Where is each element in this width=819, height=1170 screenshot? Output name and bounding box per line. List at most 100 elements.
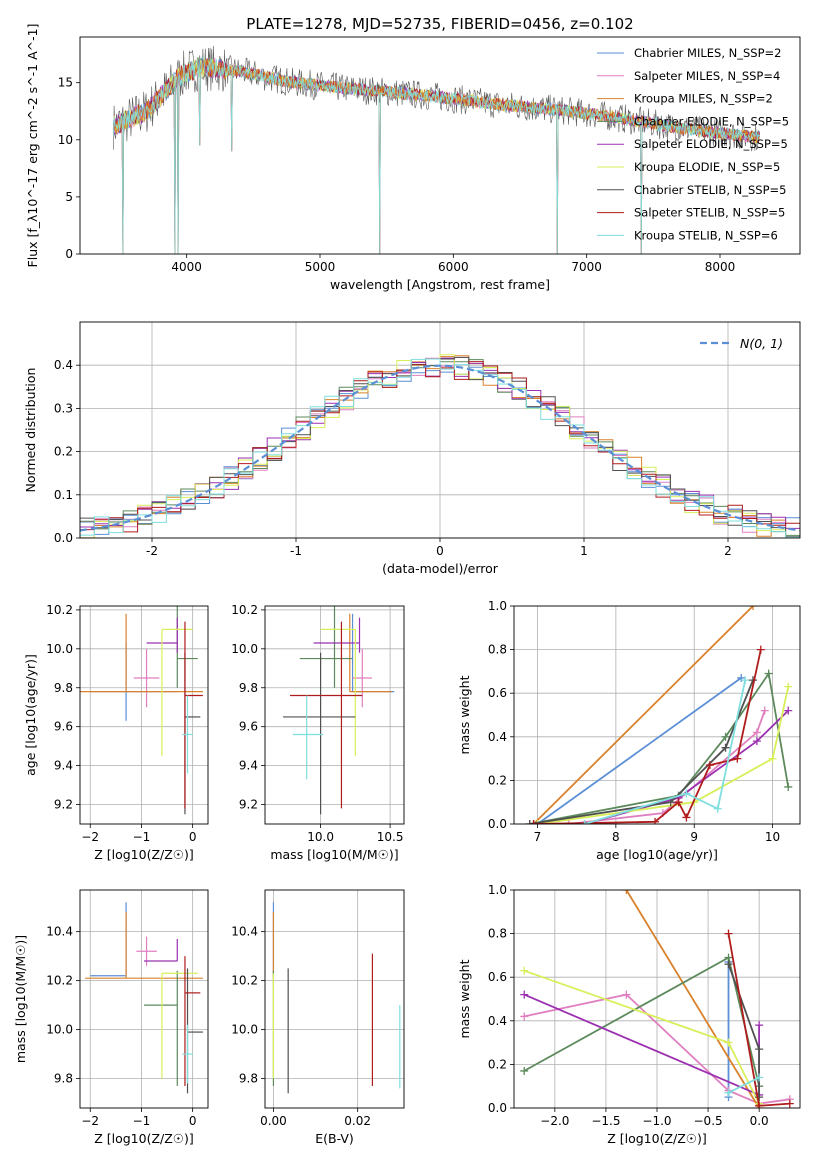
x-tick-label: −0.5 [694,1114,723,1128]
y-tick-label: 0.0 [488,817,507,831]
y-tick-label: 10.4 [46,925,73,939]
legend-label-kroupa_elodie: Kroupa ELODIE, N_SSP=5 [634,160,780,174]
plot-area-spectrum [112,45,761,254]
y-tick-label: 0.6 [488,686,507,700]
y-tick-label: 10.0 [231,642,258,656]
x-tick-label: −1.5 [591,1114,620,1128]
x-tick-label: 1 [580,544,588,558]
y-tick-label: 9.8 [54,681,73,695]
x-tick-label: −2 [81,1114,99,1128]
x-tick-label: -2 [146,544,158,558]
y-tick-label: 9.2 [239,798,258,812]
marker-kroupa_stelib [682,789,691,798]
y-tick-label: 1.0 [488,599,507,613]
mass-weight-line-kroupa_elodie [523,969,760,1105]
panel-massweight_vs_Z: −2.0 −1.5 −1.0 −0.5 0.0 0.0 0.2 0.4 0.6 0.8 1.0 Z [… [457,883,801,1146]
marker-chabrier_stelib [755,1045,764,1054]
x-axis-label: Z [log10(Z/Z☉)] [94,847,194,862]
y-tick-label: 0.3 [54,401,73,415]
marker-salpeter_miles [752,728,761,737]
axes-frame [79,321,801,539]
x-tick-label: 10.0 [307,830,334,844]
legend-label-chabrier_stelib: Chabrier STELIB, N_SSP=5 [634,183,786,197]
panel-age_vs_mass: 10.0 10.5 9.2 9.4 9.6 9.8 10.0 10.2 mass [log10(… [231,603,405,862]
y-tick-label: 10.2 [46,603,73,617]
y-tick-label: 0.4 [488,1014,507,1028]
marker-chabrier_stelib [666,798,675,807]
axes-frame [79,36,801,255]
y-axis-label: mass [log10(M/M☉)] [13,935,28,1063]
y-tick-label: 10.4 [231,925,258,939]
y-tick-label: 0.0 [54,531,73,545]
y-tick-label: 9.4 [239,759,258,773]
x-tick-label: −2.0 [540,1114,569,1128]
legend-label-chabrier_elodie: Chabrier ELODIE, N_SSP=5 [634,114,789,128]
panel-age_vs_Z: −2 −1 0 9.2 9.4 9.6 9.8 10.0 10.2 Z [log10(Z/Z☉)]… [23,603,209,862]
mass-weight-line-kroupa_miles [532,606,754,824]
x-tick-label: 10 [765,830,780,844]
marker-kroupa_stelib [724,1088,733,1097]
marker-kroupa_stelib [580,820,589,824]
y-tick-label: 0.6 [488,970,507,984]
marker-salpeter_elodie [755,1021,764,1030]
mass-weight-line-kroupa_stelib [728,1076,760,1094]
marker-kroupa_stelib [741,676,750,685]
mass-weight-line-kroupa_stelib [584,679,747,824]
y-tick-label: 0.2 [488,1057,507,1071]
plot-area-residuals [80,354,800,538]
x-tick-label: 8000 [705,260,736,274]
mass-weight-line-chabrier_miles [536,677,742,824]
legend-label-salpeter_miles: Salpeter MILES, N_SSP=4 [634,69,780,83]
y-axis-label: Flux [f_λ10^-17 erg cm^-2 s^-1 A^-1] [25,24,40,268]
x-axis-label: Z [log10(Z/Z☉)] [607,1131,707,1146]
marker-kroupa_elodie [520,966,529,975]
spectrum-line-chabrier_stelib [113,45,760,152]
marker-chabrier_stelib [755,1093,764,1102]
marker-chabrier_stelib [724,960,733,969]
marker-salpeter_stelib [756,645,765,654]
mass-weight-line-kroupa_elodie [537,686,790,824]
x-axis-label: E(B-V) [315,1131,354,1146]
marker-salpeter_miles [520,1012,529,1021]
x-tick-label: 5000 [305,260,336,274]
x-tick-label: −1.0 [642,1114,671,1128]
marker-chabrier_elodie [784,782,793,791]
y-tick-label: 9.8 [239,1072,258,1086]
x-tick-label: 7 [534,830,542,844]
y-tick-label: 9.6 [54,720,73,734]
plot-area-massweight_vs_age [525,606,793,824]
panel-mass_vs_Z: −2 −1 0 9.8 10.0 10.2 10.4 Z [log10(Z/Z☉)] mass … [13,889,209,1146]
y-tick-label: 0.4 [54,358,73,372]
x-tick-label: 0.00 [260,1114,287,1128]
marker-salpeter_stelib [755,1101,764,1108]
marker-salpeter_stelib [651,817,660,824]
x-tick-label: 9 [690,830,698,844]
x-tick-label: 10.5 [377,830,404,844]
marker-salpeter_elodie [784,706,793,715]
marker-chabrier_stelib [721,743,730,752]
axes-frame [513,605,801,825]
marker-salpeter_miles [622,990,631,999]
legend-label-salpeter_elodie: Salpeter ELODIE, N_SSP=5 [634,137,788,151]
x-tick-label: 2 [724,544,732,558]
marker-salpeter_stelib [529,820,538,824]
y-tick-label: 9.8 [239,681,258,695]
y-tick-label: 10.2 [46,974,73,988]
marker-salpeter_elodie [520,990,529,999]
marker-kroupa_elodie [768,754,777,763]
marker-kroupa_miles [748,606,757,610]
marker-salpeter_stelib [705,761,714,770]
marker-chabrier_elodie [764,669,773,678]
marker-salpeter_stelib [682,813,691,822]
marker-salpeter_elodie [752,737,761,746]
marker-salpeter_stelib [733,754,742,763]
x-tick-label: 4000 [171,260,202,274]
axes-frame [79,605,209,825]
x-axis-label: age [log10(age/yr)] [596,847,718,862]
marker-kroupa_stelib [713,804,722,813]
marker-kroupa_stelib [755,1073,764,1082]
marker-chabrier_elodie [520,1066,529,1075]
figure-title: PLATE=1278, MJD=52735, FIBERID=0456, z=0… [246,15,633,33]
normal-curve [80,364,800,532]
